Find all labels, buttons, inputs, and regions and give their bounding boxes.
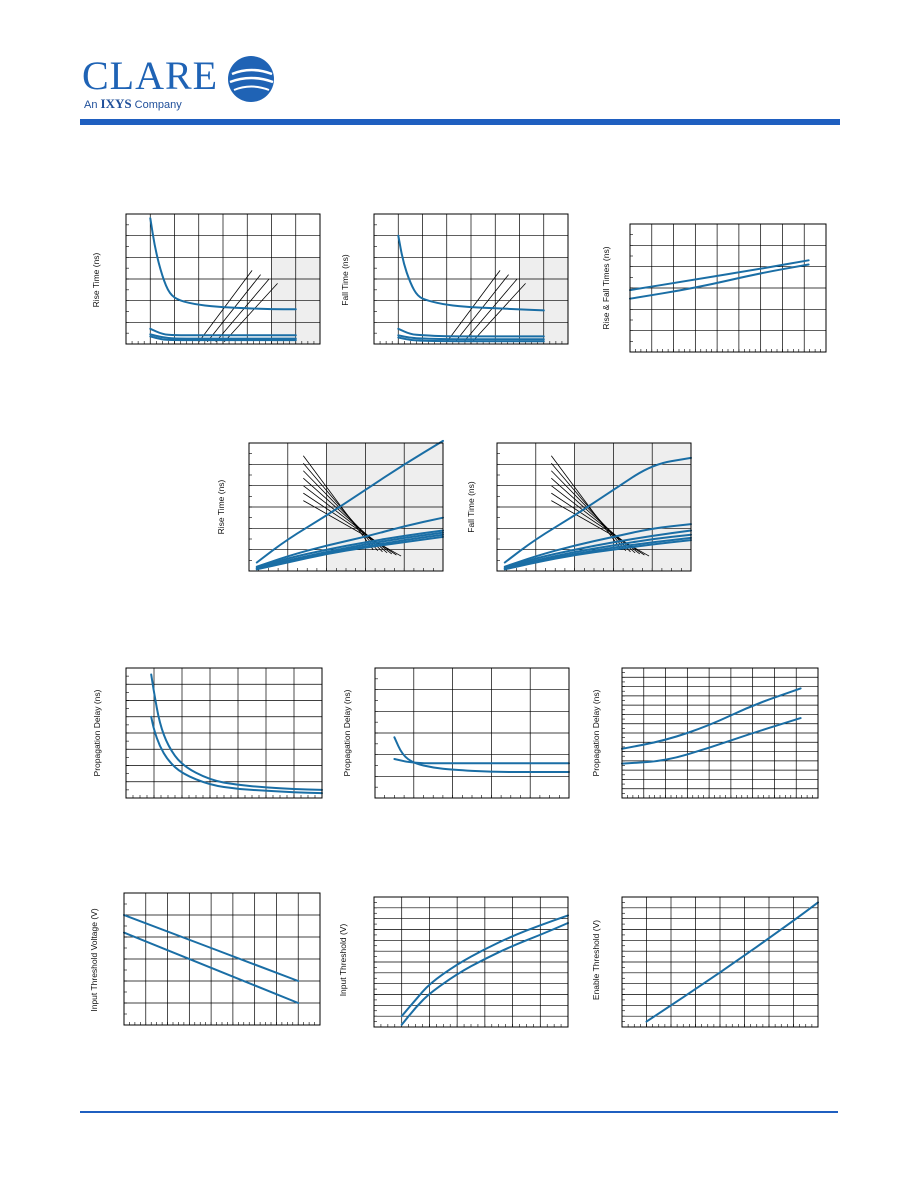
series-line [503,456,692,564]
globe-icon [228,56,274,102]
chart-propagation-delay-2 [374,667,570,799]
plot-area [248,439,444,572]
plot-area [496,442,692,572]
logo-wordmark: CLARE [82,53,219,98]
leader-line [198,270,253,343]
plot-frame [629,223,827,353]
leader-line [446,270,501,343]
plot-area [373,896,569,1028]
y-axis-label: Fall Time (ns) [340,254,350,306]
plot-frame [496,442,692,572]
logo-tagline-suffix: Company [134,99,182,111]
plot-area [123,892,321,1026]
series-line [393,758,570,765]
y-axis-label: Enable Threshold (V) [591,919,601,1001]
series-line [503,539,692,571]
series-line [503,523,692,568]
series-line [397,334,545,341]
plot-frame [248,442,444,572]
y-axis-label: Propagation Delay (ns) [342,689,352,777]
chart-propagation-delay-1 [125,667,323,799]
series-line [150,673,323,791]
series-line [397,327,545,338]
y-axis-label: Input Threshold (V) [338,923,348,997]
chart-rise-time-2 [248,439,444,572]
logo-tagline-brand: IXYS [100,96,132,111]
plot-frame [621,667,819,799]
plot-frame [621,896,819,1028]
logo-tagline: An IXYS Company [84,96,182,112]
y-axis-label: Propagation Delay (ns) [591,689,601,777]
series-line [621,717,802,765]
leader-line [303,500,402,557]
plot-frame [373,213,569,345]
series-line [255,516,444,568]
plot-area [629,223,827,353]
plot-area [125,667,323,799]
plot-frame [125,667,323,799]
series-line [397,336,545,343]
clare-logo: CLARE An IXYS Company [82,56,282,112]
plot-frame [123,892,321,1026]
leader-line [463,278,518,343]
chart-fall-time-1 [373,213,569,345]
leader-line [471,283,526,343]
series-line [123,931,300,1004]
series-line [123,914,300,982]
footer-rule [80,1111,838,1113]
y-axis-label: Rise & Fall Times (ns) [601,246,611,330]
plot-frame [374,667,570,799]
series-line [397,234,545,312]
series-line [645,901,819,1023]
series-line [255,535,444,571]
series-line [621,687,802,750]
leader-line [223,283,278,343]
series-line [150,715,323,795]
y-axis-label: Rise Time (ns) [216,479,226,535]
series-line [400,914,569,1018]
series-line [255,529,444,569]
plot-frame [125,213,321,345]
plot-area [374,667,570,799]
plot-area [125,213,321,345]
series-line [503,529,692,569]
plot-area [621,667,819,799]
series-line [629,259,810,292]
series-line [393,736,570,773]
y-axis-label: Propagation Delay (ns) [92,689,102,777]
y-axis-label: Input Threshold Voltage (V) [89,908,99,1012]
leader-line [215,278,270,343]
series-line [149,327,297,337]
plot-area [373,213,569,345]
series-line [149,335,297,342]
chart-propagation-delay-3 [621,667,819,799]
series-line [149,333,297,340]
logo-tagline-prefix: An [84,99,98,111]
plot-frame [373,896,569,1028]
chart-fall-time-2 [496,442,692,572]
y-axis-label: Fall Time (ns) [466,481,476,533]
chart-rise-fall-times [629,223,827,353]
series-line [400,922,569,1026]
series-line [255,439,444,564]
plot-area [621,896,819,1028]
y-axis-label: Rise Time (ns) [91,252,101,308]
chart-enable-threshold [621,896,819,1028]
chart-rise-time-1 [125,213,321,345]
series-line [629,263,810,300]
header-rule [80,119,840,125]
series-line [149,217,297,311]
chart-input-threshold [373,896,569,1028]
chart-input-threshold-voltage [123,892,321,1026]
